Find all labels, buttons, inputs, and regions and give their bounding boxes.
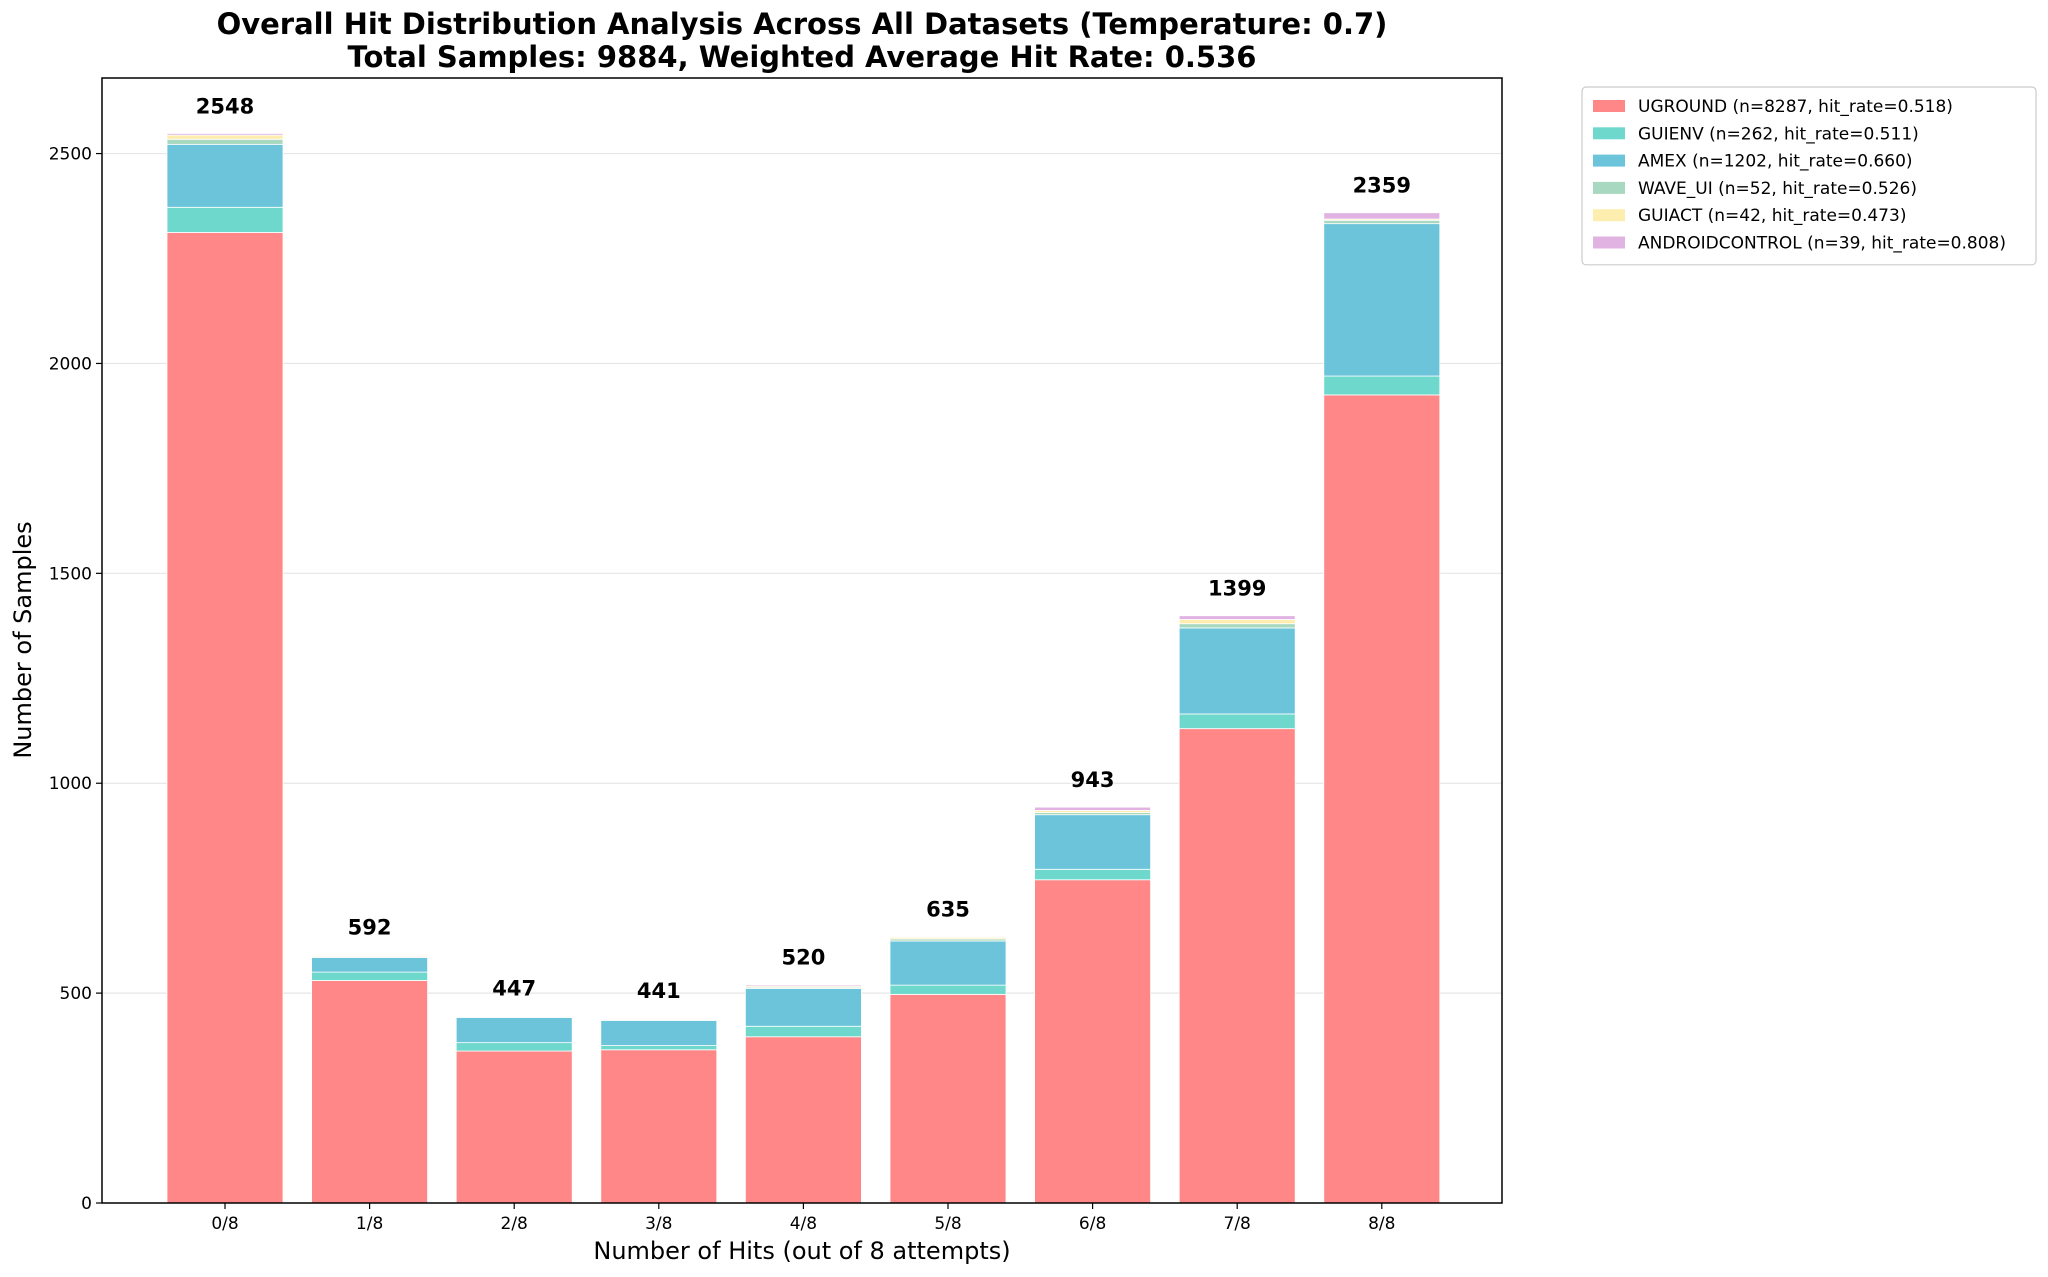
y-axis-ticks: 0 500 1000 1500 2000 2500 [49,145,102,1214]
bars [166,133,1441,1204]
bar-segment [1323,394,1441,1204]
x-tick-label: 5/8 [934,1214,961,1234]
legend-swatch [1593,209,1625,222]
bar-segment [166,134,284,140]
bar-segment [745,988,862,1027]
legend-label: AMEX (n=1202, hit_rate=0.660) [1638,152,1913,172]
bar-segment [166,232,284,1204]
bar-segment [600,1045,718,1051]
bar-segment [166,206,284,233]
y-tick-label: 2000 [49,354,92,374]
y-tick-label: 2500 [49,145,92,165]
bar-segment [166,133,284,136]
bar-segment [455,1050,573,1204]
legend-label: GUIACT (n=42, hit_rate=0.473) [1638,206,1906,226]
bar-segment [1323,219,1441,225]
bar-segment [600,1017,718,1020]
y-tick-label: 1000 [49,774,92,794]
x-tick-label: 6/8 [1079,1214,1106,1234]
bar-segment [166,143,284,208]
y-axis-label: Number of Samples [9,521,37,758]
bar-segment [1178,728,1296,1204]
bar-segment [1178,713,1296,730]
legend-frame [1581,86,2037,266]
bar-segment [455,1042,573,1052]
bar-segment [745,1025,862,1038]
x-tick-label: 8/8 [1368,1214,1395,1234]
bar-segment [455,1017,573,1044]
legend-label: GUIENV (n=262, hit_rate=0.511) [1638,124,1919,144]
bar-total-label: 520 [781,946,825,970]
bar-segment [889,993,1007,1204]
bar-segment [311,971,429,981]
x-tick-label: 1/8 [356,1214,383,1234]
bar-total-label: 441 [637,979,681,1003]
total-labels: 2548 592 447 441 520 635 943 1399 2359 [196,94,1411,1002]
legend: UGROUND (n=8287, hit_rate=0.518) GUIENV (… [1581,86,2037,266]
bar-segment [1323,223,1441,377]
x-tick-label: 2/8 [501,1214,528,1234]
bar-segment [1178,615,1296,620]
bar-segment [600,1019,718,1046]
bar-segment [889,936,1007,938]
bar-total-label: 943 [1071,768,1115,792]
legend-label: UGROUND (n=8287, hit_rate=0.518) [1638,97,1953,117]
x-tick-label: 7/8 [1224,1214,1251,1234]
legend-label: WAVE_UI (n=52, hit_rate=0.526) [1638,179,1917,199]
bar-segment [1034,879,1151,1204]
bar-segment [889,984,1007,995]
bar-segment [600,1049,718,1204]
chart-title: Overall Hit Distribution Analysis Across… [217,7,1388,41]
bar-segment [1178,623,1296,629]
y-tick-label: 0 [81,1194,92,1214]
x-tick-label: 0/8 [211,1214,238,1234]
legend-swatch [1593,154,1625,167]
x-axis-label: Number of Hits (out of 8 attempts) [593,1237,1010,1265]
bar-total-label: 447 [492,976,536,1000]
legend-swatch [1593,100,1625,112]
legend-label: ANDROIDCONTROL (n=39, hit_rate=0.808) [1638,234,2006,254]
bar-total-label: 2359 [1353,174,1411,198]
y-tick-label: 1500 [49,564,92,584]
x-tick-label: 3/8 [645,1214,672,1234]
legend-swatch [1593,127,1625,140]
bar-segment [311,954,429,956]
bar-segment [1034,814,1151,870]
legend-swatch [1593,236,1625,249]
bar-segment [745,984,862,987]
bar-segment [1323,375,1441,396]
legend-swatch [1593,181,1625,194]
bar-segment [311,957,429,973]
x-tick-label: 4/8 [790,1214,817,1234]
bar-total-label: 2548 [196,94,254,118]
bar-segment [1034,868,1151,881]
bar-segment [311,980,429,1204]
y-tick-label: 500 [60,984,92,1004]
bar-total-label: 635 [926,897,970,921]
bar-segment [1034,806,1151,811]
bar-segment [745,1036,862,1204]
x-axis-ticks: 0/8 1/8 2/8 3/8 4/8 5/8 6/8 7/8 8/8 [211,1203,1395,1234]
bar-segment [1178,627,1296,715]
bar-segment [1178,619,1296,625]
bar-segment [889,940,1007,986]
bar-total-label: 592 [348,915,392,939]
bar-total-label: 1399 [1208,577,1266,601]
plot-frame [101,77,1503,1204]
bar-segment [1323,212,1441,220]
bar-segment [166,138,284,145]
chart-subtitle: Total Samples: 9884, Weighted Average Hi… [348,40,1257,74]
